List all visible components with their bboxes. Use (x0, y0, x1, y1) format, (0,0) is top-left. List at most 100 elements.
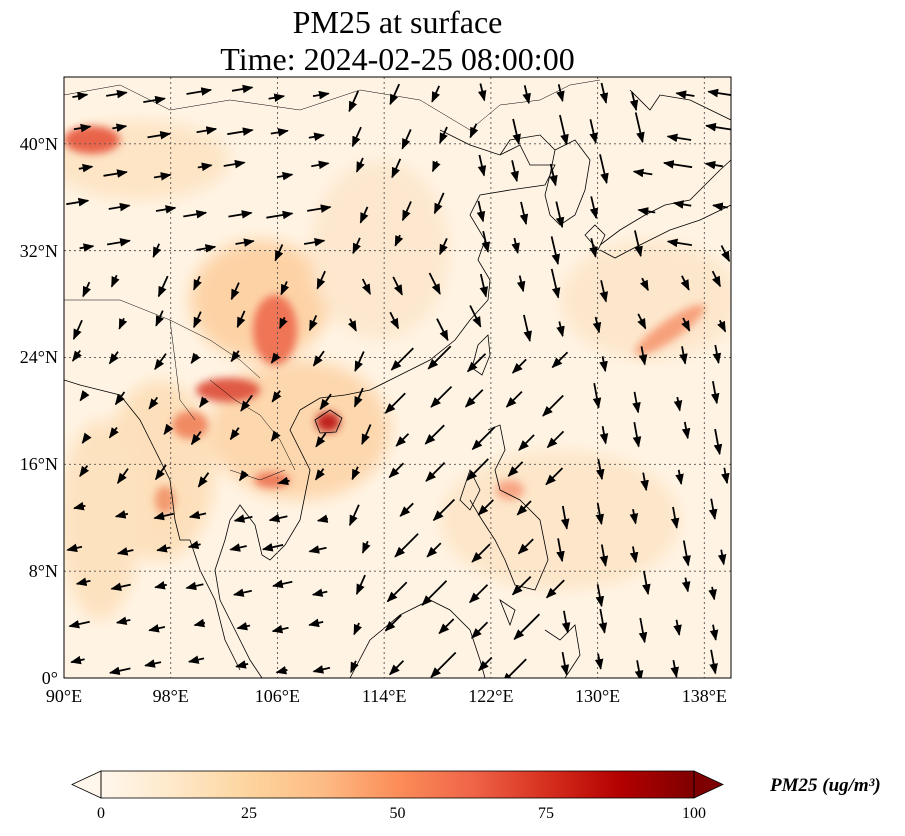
wind-arrow (81, 432, 92, 444)
wind-arrow (316, 270, 326, 290)
wind-arrow (672, 200, 692, 209)
wind-arrow (634, 112, 645, 144)
wind-arrow (512, 118, 521, 146)
wind-arrow (114, 391, 126, 406)
wind-arrow (599, 82, 609, 104)
wind-arrow (639, 277, 649, 292)
wind-arrow (79, 390, 90, 402)
wind-arrow (361, 424, 372, 445)
wind-arrow (479, 273, 489, 298)
wind-arrow (153, 511, 174, 521)
wind-arrow (355, 157, 365, 173)
wind-arrow (599, 154, 609, 185)
wind-arrow (431, 160, 441, 173)
wind-arrow (679, 346, 688, 365)
wind-arrow (599, 356, 608, 373)
wind-arrow (632, 391, 641, 414)
y-tick-label: 8°N (28, 561, 58, 581)
wind-arrow (637, 207, 656, 216)
wind-arrow (196, 244, 217, 253)
wind-arrow (384, 392, 406, 414)
wind-arrow (394, 234, 404, 247)
wind-arrow (433, 192, 445, 215)
wind-arrow (469, 584, 489, 604)
wind-arrow (399, 502, 414, 517)
wind-arrow (351, 466, 361, 481)
wind-arrow (673, 396, 683, 412)
wind-arrow (106, 238, 131, 247)
wind-arrow (108, 666, 131, 676)
wind-arrow (431, 85, 441, 103)
wind-arrow (595, 502, 605, 526)
wind-vectors (66, 82, 731, 678)
wind-arrow (392, 276, 403, 296)
wind-arrow (271, 624, 289, 634)
x-tick-label: 106°E (254, 686, 300, 706)
wind-arrow (401, 129, 412, 150)
wind-arrow (708, 586, 717, 601)
wind-arrow (82, 281, 91, 298)
wind-arrow (278, 317, 288, 330)
wind-arrow (199, 396, 209, 408)
wind-arrow (110, 582, 131, 591)
wind-arrow (361, 540, 371, 554)
wind-arrow (712, 202, 728, 212)
wind-arrow (424, 424, 445, 445)
wind-arrow (188, 510, 207, 520)
wind-arrow (709, 649, 718, 675)
wind-arrow (477, 499, 494, 516)
wind-arrow (592, 316, 602, 334)
wind-arrow (163, 423, 174, 435)
wind-arrow (720, 245, 731, 263)
wind-arrow (266, 210, 294, 220)
wind-arrow (240, 394, 253, 412)
wind-arrow (386, 581, 408, 603)
wind-arrow (712, 344, 722, 365)
wind-arrow (154, 581, 167, 590)
wind-arrow (274, 244, 284, 262)
wind-arrow (513, 613, 541, 640)
wind-arrow (78, 163, 94, 173)
colorbar-min-extend (71, 770, 102, 799)
wind-arrow (238, 469, 249, 482)
wind-arrow (312, 665, 331, 674)
wind-arrow (270, 128, 289, 137)
wind-arrow (152, 243, 162, 258)
wind-arrow (546, 430, 565, 449)
wind-arrow (477, 83, 487, 102)
wind-arrow (280, 281, 290, 296)
wind-arrow (66, 543, 83, 553)
wind-arrow (347, 318, 357, 332)
wind-arrow (401, 201, 412, 222)
wind-arrow (561, 610, 571, 634)
wind-arrow (595, 584, 605, 608)
wind-arrow (425, 461, 446, 482)
wind-arrow (193, 311, 202, 329)
wind-arrow (147, 131, 172, 140)
wind-arrow (110, 274, 120, 288)
wind-arrow (157, 275, 169, 298)
wind-arrow (555, 201, 565, 229)
y-tick-label: 16°N (19, 454, 58, 474)
wind-arrow (312, 350, 325, 367)
wind-arrow (511, 575, 532, 596)
y-tick-label: 40°N (19, 134, 58, 154)
wind-arrow (114, 510, 129, 519)
x-tick-label: 114°E (361, 686, 407, 706)
colorbar-max-extend (693, 770, 724, 799)
wind-arrow (430, 651, 457, 678)
wind-arrow (270, 352, 281, 364)
wind-arrow (153, 172, 172, 181)
wind-arrow (229, 427, 240, 441)
wind-arrow (261, 543, 284, 552)
wind-arrow (272, 579, 293, 589)
wind-arrow (599, 426, 609, 445)
wind-arrow (390, 347, 414, 371)
wind-arrow (519, 201, 529, 226)
wind-arrow (116, 547, 134, 556)
wind-arrow (638, 617, 648, 644)
x-tick-label: 122°E (468, 686, 514, 706)
wind-arrow (232, 588, 252, 597)
wind-arrow (637, 313, 647, 330)
colorbar (71, 770, 724, 799)
